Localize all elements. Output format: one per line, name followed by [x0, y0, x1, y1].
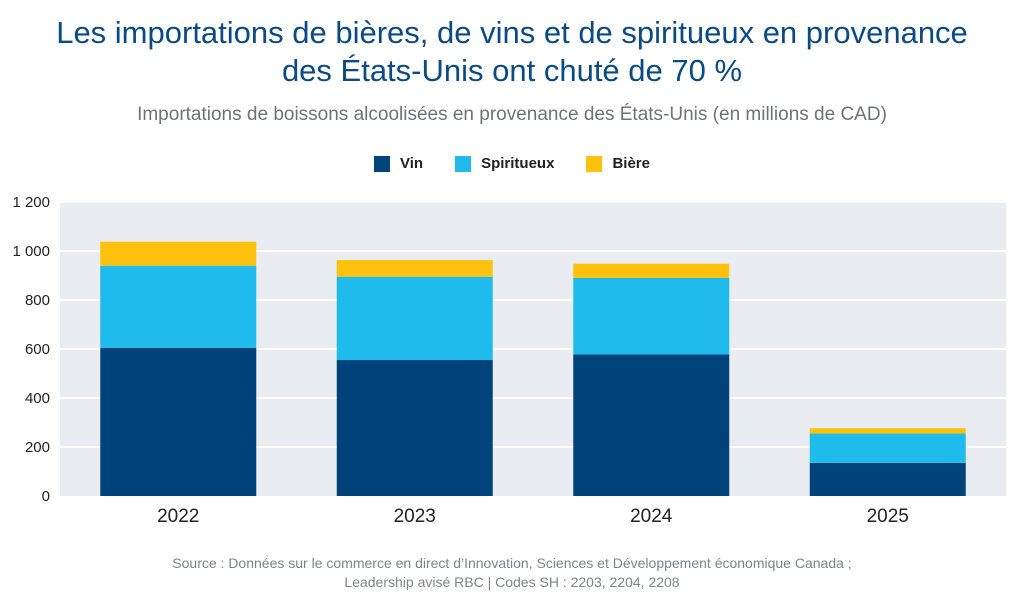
legend-swatch-biere [586, 155, 603, 172]
legend-swatch-spiritueux [455, 155, 472, 172]
title-line-1: Les importations de bières, de vins et d… [56, 15, 968, 50]
bar-2023-spiritueux [336, 276, 493, 361]
bar-2022-bière [100, 241, 257, 266]
y-tick-label: 800 [25, 292, 50, 309]
y-tick-label: 0 [42, 488, 50, 505]
y-tick-label: 1 200 [12, 194, 50, 211]
legend-label-spiritueux: Spiritueux [481, 155, 555, 172]
bar-2022-vin [100, 347, 257, 496]
y-tick-label: 1 000 [12, 243, 50, 260]
legend-label-vin: Vin [400, 155, 424, 172]
legend-item-spiritueux: Spiritueux [455, 155, 554, 172]
bar-2024-spiritueux [573, 277, 730, 355]
x-tick-label: 2023 [394, 506, 436, 527]
y-tick-label: 200 [25, 439, 50, 456]
chart-subtitle: Importations de boissons alcoolisées en … [137, 104, 887, 125]
bar-2025-spiritueux [809, 433, 966, 463]
stacked-bar-chart: 0 200 400 600 800 1 000 1 200 2022 2023 2024 2025 [12, 194, 1006, 527]
y-tick-label: 600 [25, 341, 50, 358]
source-note: Source : Données sur le commerce en dire… [0, 554, 1024, 592]
y-tick-label: 400 [25, 390, 50, 407]
x-tick-label: 2024 [630, 506, 673, 527]
chart-title: Les importations de bières, de vins et d… [0, 14, 1024, 90]
bar-2023-bière [336, 260, 493, 277]
bar-2022-spiritueux [100, 265, 257, 348]
legend: Vin Spiritueux Bière [0, 155, 1024, 172]
x-tick-label: 2022 [157, 506, 199, 527]
bar-2023-vin [336, 360, 493, 496]
bar-2025-bière [809, 428, 966, 434]
bar-2024-vin [573, 354, 730, 496]
legend-label-biere: Bière [612, 155, 650, 172]
legend-item-biere: Bière [586, 155, 650, 172]
bar-2025-vin [809, 462, 966, 496]
source-line-1: Source : Données sur le commerce en dire… [172, 555, 852, 571]
title-line-2: des États-Unis ont chuté de 70 % [281, 53, 743, 88]
legend-swatch-vin [374, 155, 391, 172]
x-tick-label: 2025 [867, 506, 909, 527]
source-line-2: Leadership avisé RBC | Codes SH : 2203, … [344, 574, 680, 590]
bar-2024-bière [573, 263, 730, 278]
legend-item-vin: Vin [374, 155, 423, 172]
